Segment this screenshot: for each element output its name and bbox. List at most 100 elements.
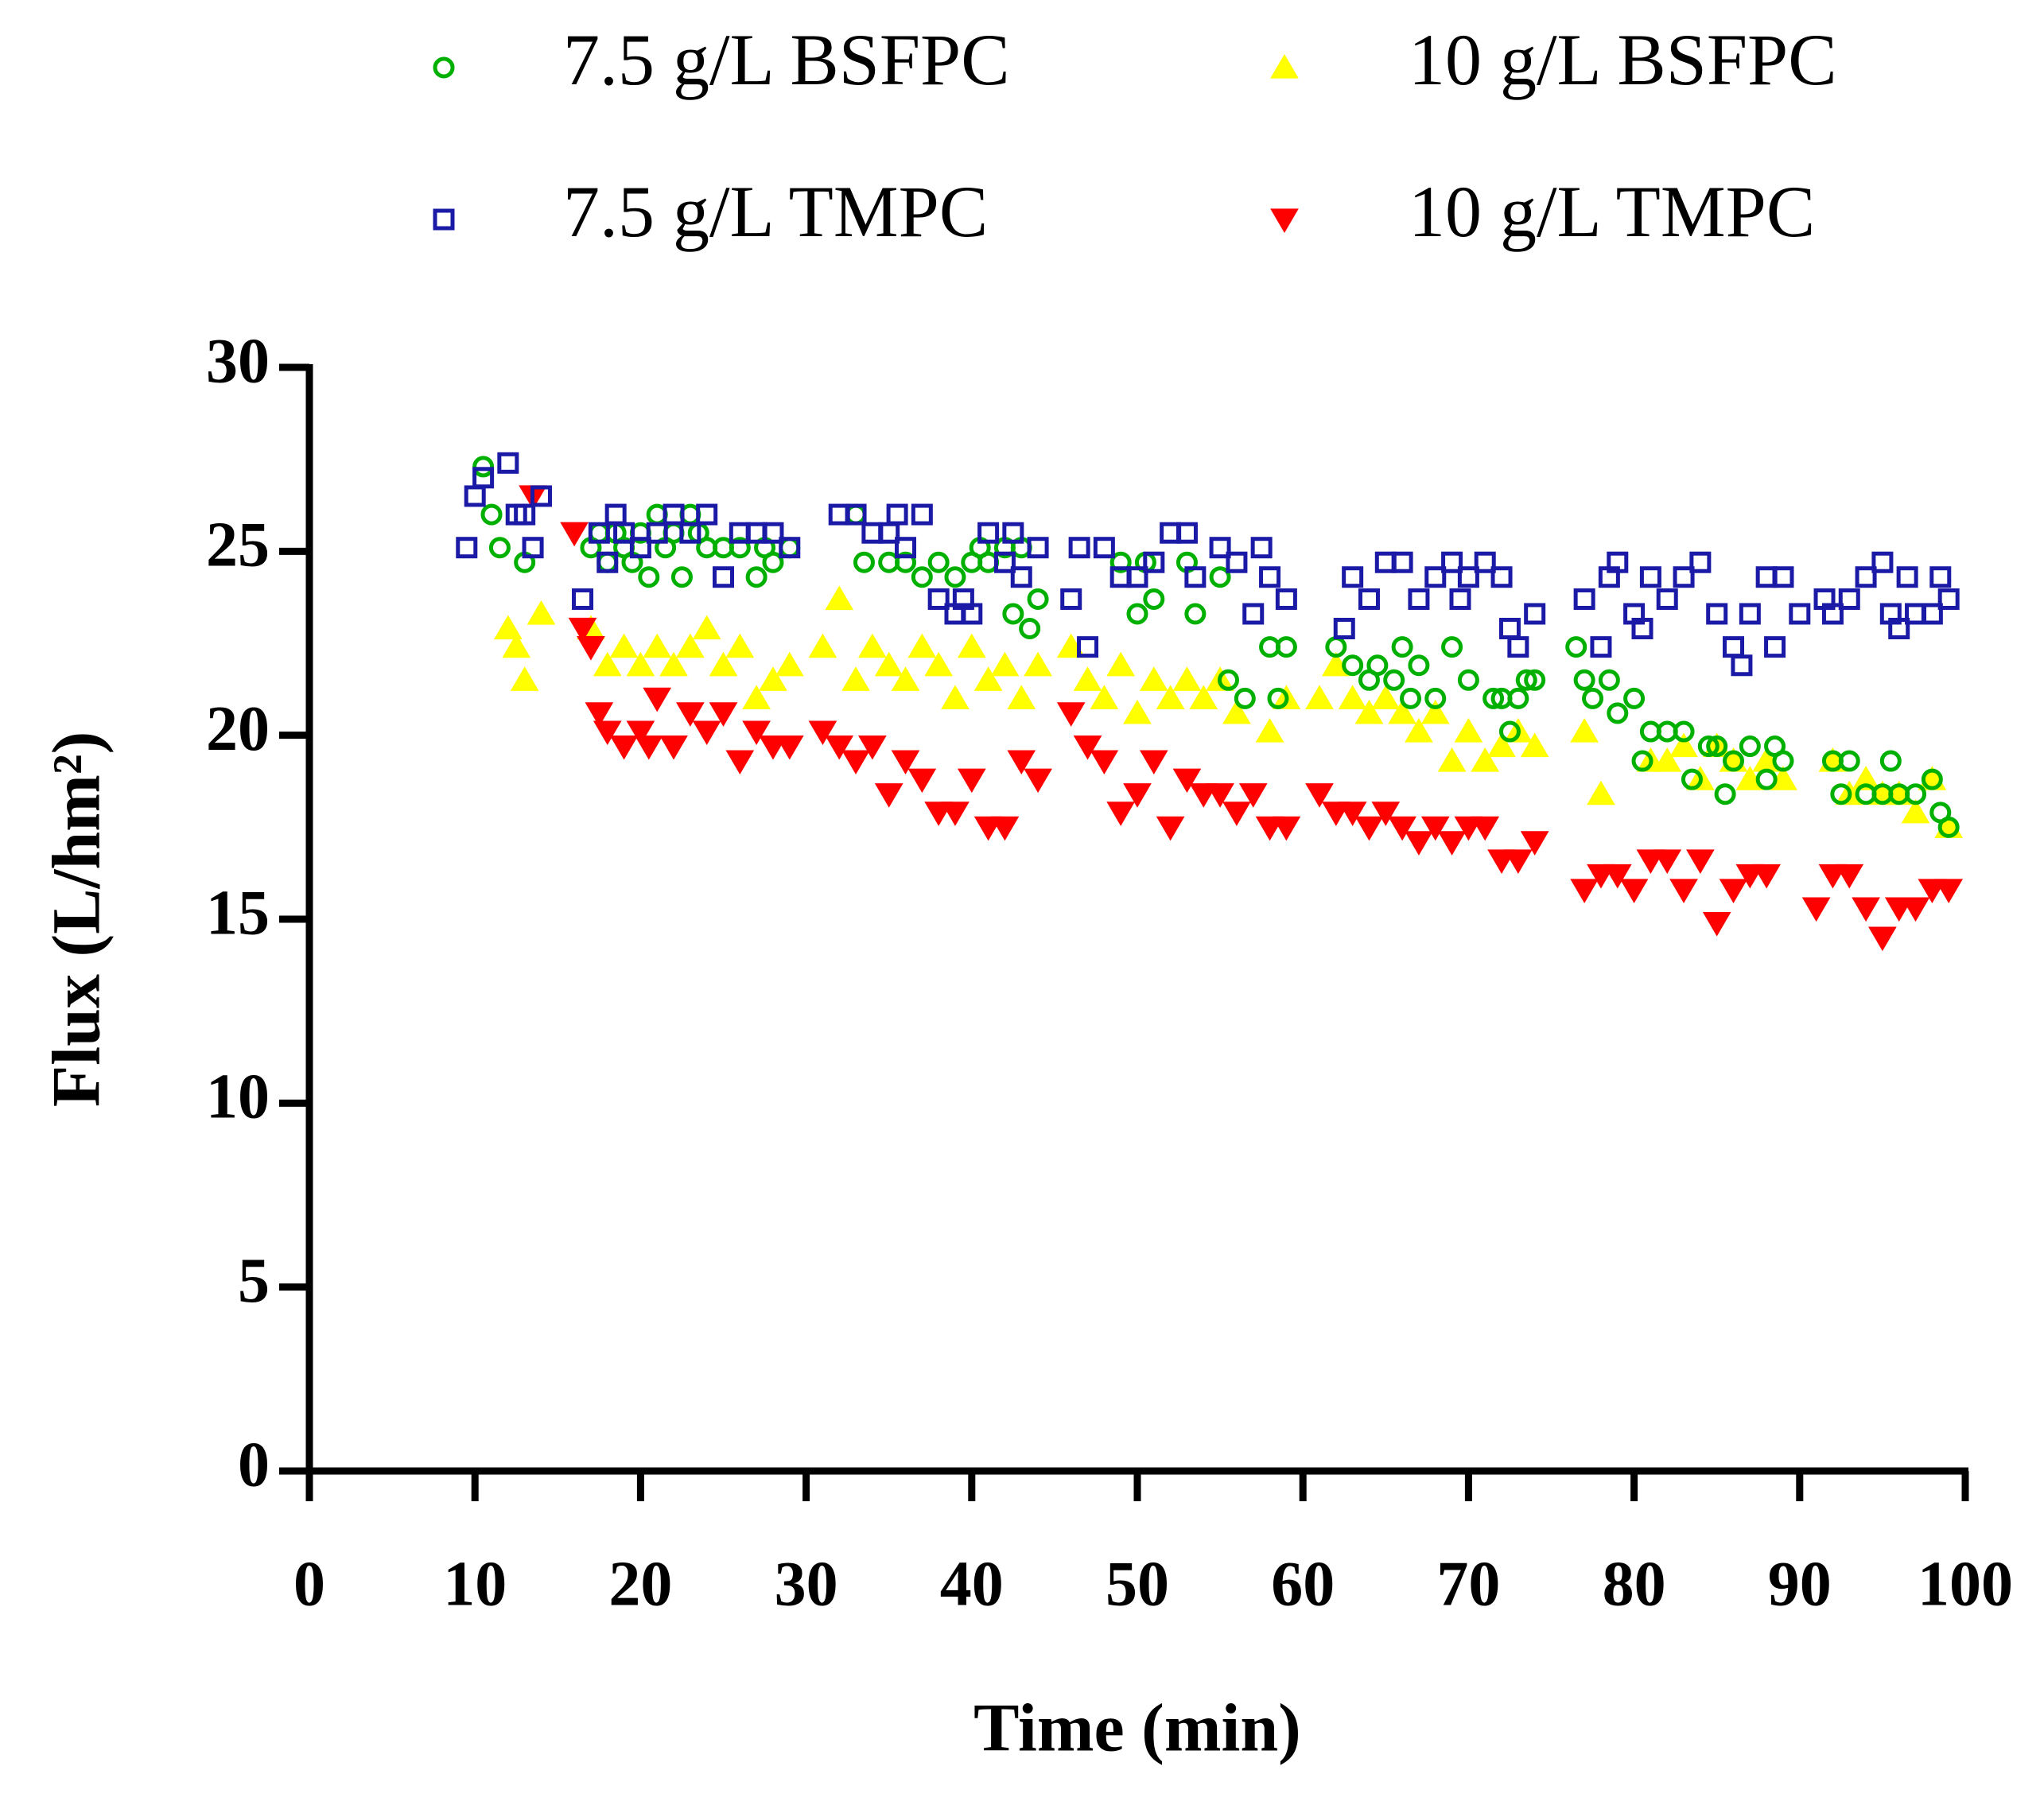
point [670, 566, 693, 588]
point [1255, 718, 1284, 743]
point [1852, 897, 1880, 922]
point [1603, 864, 1632, 889]
point [1424, 566, 1447, 588]
point [1739, 603, 1761, 625]
point [1739, 736, 1761, 758]
y-tick-label: 10 [206, 1062, 270, 1132]
point [1471, 816, 1500, 841]
point [497, 452, 519, 474]
point [1156, 816, 1185, 841]
point [1391, 636, 1413, 658]
point [729, 537, 751, 559]
point [596, 551, 619, 573]
point [1702, 912, 1731, 937]
point [742, 720, 771, 746]
point [1471, 747, 1500, 772]
point [1366, 654, 1389, 677]
point [634, 735, 663, 760]
point [1838, 750, 1860, 772]
point [957, 633, 986, 658]
point [825, 585, 854, 611]
point [1855, 566, 1877, 588]
point [1342, 566, 1364, 588]
point [1723, 636, 1745, 658]
point [924, 651, 954, 677]
point [993, 551, 1016, 573]
point [874, 783, 903, 808]
point [907, 633, 937, 658]
point [775, 651, 804, 677]
point [1921, 603, 1943, 625]
point [1888, 617, 1910, 639]
point [911, 503, 933, 526]
point [709, 702, 738, 727]
point [1457, 669, 1479, 691]
point [1821, 603, 1844, 625]
x-tick-label: 10 [443, 1549, 507, 1619]
point [1868, 926, 1897, 952]
point [1275, 588, 1297, 610]
point [1090, 750, 1119, 775]
point [927, 551, 950, 573]
point [990, 816, 1020, 841]
point [593, 720, 622, 746]
point [1010, 566, 1032, 588]
point [1242, 603, 1265, 625]
point [1408, 654, 1430, 677]
point [1673, 566, 1695, 588]
point [1482, 687, 1505, 709]
point [957, 768, 986, 794]
point [1490, 566, 1513, 588]
x-tick-label: 20 [608, 1549, 672, 1619]
point [1250, 537, 1273, 559]
point [1024, 768, 1052, 794]
point [679, 522, 701, 544]
point [1354, 699, 1384, 724]
point [713, 566, 734, 588]
point [1106, 802, 1136, 826]
legend-label: 7.5 g/L TMPC [563, 171, 988, 252]
point [1405, 718, 1433, 743]
legend-marker [1270, 54, 1299, 79]
point [1681, 768, 1703, 790]
point [1656, 588, 1678, 610]
point [1719, 879, 1748, 903]
point [572, 588, 594, 610]
point [853, 551, 875, 573]
point [1019, 617, 1041, 639]
point [1639, 566, 1661, 588]
point [1507, 687, 1529, 709]
point [1454, 718, 1483, 743]
point [1408, 588, 1430, 610]
point [1305, 783, 1334, 808]
point [1871, 551, 1894, 573]
point [1669, 879, 1698, 903]
x-tick-label: 70 [1436, 1549, 1500, 1619]
point [1669, 732, 1698, 758]
point [1437, 831, 1467, 856]
point [911, 566, 933, 588]
point [1764, 636, 1786, 658]
point [1565, 636, 1587, 658]
point [1457, 566, 1479, 588]
point [1706, 603, 1728, 625]
point [1653, 849, 1682, 874]
point [1838, 588, 1860, 610]
point [527, 600, 556, 625]
point [464, 485, 486, 507]
point [626, 720, 655, 746]
point [692, 720, 721, 746]
point [1222, 699, 1251, 724]
point [1590, 636, 1612, 658]
point [779, 537, 801, 559]
y-tick-label: 5 [238, 1246, 270, 1316]
point [1077, 636, 1099, 658]
point [1573, 669, 1595, 691]
x-tick-label: 30 [775, 1549, 838, 1619]
point [745, 566, 767, 588]
point [1172, 666, 1202, 691]
point [941, 685, 970, 709]
point [845, 503, 867, 526]
point [1388, 699, 1416, 724]
